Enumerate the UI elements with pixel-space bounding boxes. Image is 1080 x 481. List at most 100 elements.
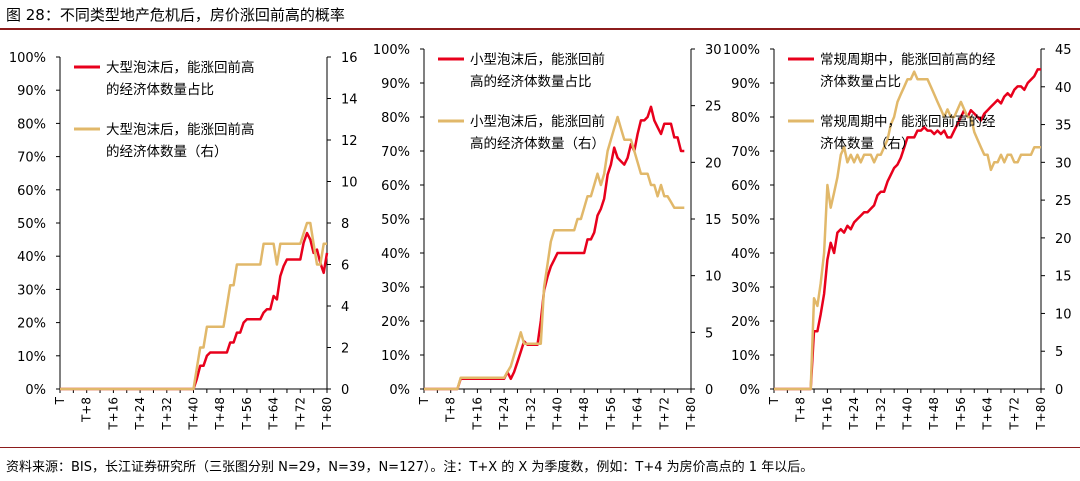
left-tick-label: 80% [381, 111, 410, 126]
legend-label: 常规周期中，能涨回前高的经 [820, 51, 996, 68]
x-tick-label: T+16 [106, 397, 120, 431]
left-tick-label: 20% [731, 315, 760, 330]
series-line-share [424, 105, 685, 391]
right-tick-label: 20 [705, 156, 722, 171]
right-tick-label: 35 [1055, 119, 1072, 134]
x-tick-label: T+8 [80, 397, 94, 423]
left-tick-label: 20% [17, 317, 46, 332]
left-tick-label: 60% [17, 184, 46, 199]
left-tick-label: 40% [17, 250, 46, 265]
series-line-count [774, 70, 1041, 391]
chart-large-bubble: 0% 10% 20% 30% 40% 50% 60% 70% 80% 90% 100% 0 2 4 6 8 10… [9, 51, 358, 431]
legend-label: 高的经济体数量（右） [470, 135, 605, 152]
left-tick-label: 70% [381, 145, 410, 160]
right-tick-label: 14 [341, 93, 358, 108]
right-tick-label: 45 [1055, 43, 1072, 58]
right-tick-label: 12 [341, 134, 358, 149]
left-tick-label: 50% [731, 213, 760, 228]
x-tick-label: T+24 [133, 397, 147, 431]
x-tick-label: T+48 [213, 397, 227, 431]
x-tick-label: T+40 [551, 397, 565, 431]
left-tick-label: 60% [381, 179, 410, 194]
left-tick-label: 0% [25, 383, 46, 398]
left-tick-label: 40% [381, 247, 410, 262]
right-tick-label: 40 [1055, 81, 1072, 96]
right-tick-label: 0 [705, 383, 713, 398]
x-tick-label: T+40 [187, 397, 201, 431]
left-tick-label: 10% [381, 349, 410, 364]
x-tick-label: T+8 [794, 397, 808, 423]
right-tick-label: 25 [705, 100, 722, 115]
x-tick-label: T+16 [820, 397, 834, 431]
x-tick-label: T [767, 396, 781, 405]
x-tick-label: T+72 [657, 397, 671, 431]
x-tick-label: T+32 [160, 397, 174, 431]
x-tick-label: T+80 [320, 397, 334, 431]
left-tick-label: 60% [731, 179, 760, 194]
right-tick-label: 8 [341, 217, 349, 232]
left-tick-label: 30% [17, 283, 46, 298]
left-tick-label: 90% [381, 77, 410, 92]
right-tick-label: 25 [1055, 194, 1072, 209]
left-tick-label: 30% [381, 281, 410, 296]
left-tick-label: 10% [731, 349, 760, 364]
source-note: 资料来源：BIS，长江证券研究所（三张图分别 N=29，N=39，N=127）。… [6, 460, 814, 475]
x-tick-label: T+48 [577, 397, 591, 431]
left-tick-label: 0% [739, 383, 760, 398]
x-tick-label: T+24 [497, 397, 511, 431]
legend-label: 高的经济体数量占比 [470, 73, 592, 90]
legend-label: 的经济体数量（右） [106, 144, 228, 160]
right-tick-label: 30 [1055, 156, 1072, 171]
left-tick-label: 20% [381, 315, 410, 330]
series-line-count [424, 115, 685, 391]
left-tick-label: 0% [389, 383, 410, 398]
left-tick-label: 10% [17, 350, 46, 365]
legend-label: 大型泡沫后，能涨回前高 [106, 59, 255, 76]
x-tick-label: T+8 [444, 397, 458, 423]
x-tick-label: T+80 [1034, 397, 1048, 431]
legend-label: 大型泡沫后，能涨回前高 [106, 121, 255, 138]
series-line-share [60, 231, 329, 391]
x-tick-label: T+48 [927, 397, 941, 431]
right-tick-label: 15 [1055, 270, 1072, 285]
left-tick-label: 90% [731, 77, 760, 92]
right-tick-label: 2 [341, 342, 349, 357]
right-tick-label: 4 [341, 300, 349, 315]
x-tick-label: T+16 [470, 397, 484, 431]
x-tick-label: T+56 [604, 397, 618, 431]
x-tick-label: T+32 [524, 397, 538, 431]
left-tick-label: 100% [373, 43, 410, 58]
x-tick-label: T+72 [293, 397, 307, 431]
x-tick-label: T+72 [1007, 397, 1021, 431]
legend-label: 济体数量占比 [820, 74, 901, 90]
x-tick-label: T+64 [981, 397, 995, 431]
x-tick-label: T+56 [240, 397, 254, 431]
left-tick-label: 80% [17, 117, 46, 132]
right-tick-label: 10 [705, 270, 722, 285]
figure-title: 图 28：不同类型地产危机后，房价涨回前高的概率 [6, 6, 345, 24]
bottom-rule [0, 447, 1080, 448]
x-tick-label: T+24 [847, 397, 861, 431]
legend-label: 的经济体数量占比 [106, 82, 214, 98]
right-tick-label: 20 [1055, 232, 1072, 247]
chart-regular-cycle: 0% 10% 20% 30% 40% 50% 60% 70% 80% 90% 100% 0 5 10 15 2… [723, 43, 1072, 431]
series-line-count [60, 221, 327, 391]
x-tick-label: T+32 [874, 397, 888, 431]
right-tick-label: 15 [705, 213, 722, 228]
right-tick-label: 0 [1055, 383, 1063, 398]
left-tick-label: 90% [17, 84, 46, 99]
series-line-share [774, 68, 1041, 391]
legend-label: 小型泡沫后，能涨回前 [470, 113, 605, 130]
right-tick-label: 5 [705, 326, 713, 341]
charts-canvas: 0%10%20%30%40%50%60%70%80%90%100%0246810… [9, 43, 1072, 431]
x-tick-label: T [53, 396, 67, 405]
right-tick-label: 30 [705, 43, 722, 58]
left-tick-label: 70% [17, 151, 46, 166]
legend-label: 济体数量（右） [820, 136, 915, 152]
x-tick-label: T+64 [267, 397, 281, 431]
x-tick-label: T+40 [901, 397, 915, 431]
legend-label: 小型泡沫后，能涨回前 [470, 51, 605, 68]
x-tick-label: T [417, 396, 431, 405]
left-tick-label: 40% [731, 247, 760, 262]
left-tick-label: 50% [17, 217, 46, 232]
